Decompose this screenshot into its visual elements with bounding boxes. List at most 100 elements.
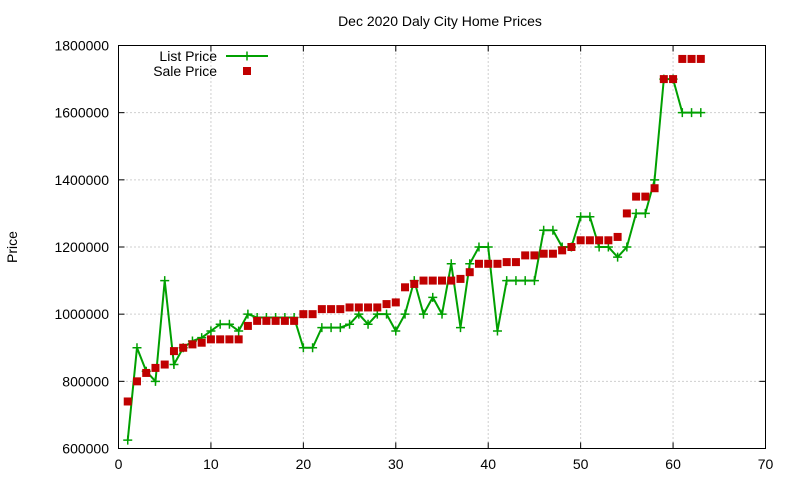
- sale-price-point: [354, 303, 363, 312]
- y-tick-label: 1800000: [54, 38, 109, 54]
- sale-price-point: [438, 276, 446, 285]
- sale-price-point: [585, 236, 594, 245]
- sale-price-point: [160, 360, 169, 369]
- sale-price-point: [502, 258, 511, 267]
- list-price-point: [622, 242, 632, 252]
- list-price-point: [160, 276, 170, 286]
- list-price-point: [492, 326, 502, 336]
- list-price-point: [363, 319, 373, 329]
- list-price-point: [687, 108, 697, 118]
- y-axis-label: Price: [4, 231, 20, 263]
- sale-price-point: [142, 368, 151, 377]
- sale-price-point: [225, 335, 234, 344]
- list-price-point: [455, 323, 465, 333]
- legend-label-list-price: List Price: [159, 48, 217, 64]
- x-tick-label: 30: [388, 456, 404, 472]
- list-price-point: [234, 326, 244, 336]
- list-price-point: [677, 108, 687, 118]
- y-tick-label: 1400000: [54, 172, 109, 188]
- list-price-point: [539, 225, 549, 235]
- sale-price-point: [280, 316, 289, 325]
- list-price-point: [576, 212, 586, 222]
- legend-marker-sale-price: [243, 67, 251, 75]
- list-price-point: [511, 276, 521, 286]
- list-price-point: [132, 343, 142, 353]
- list-price-point: [696, 108, 706, 118]
- list-price-point: [483, 242, 493, 252]
- sale-price-point: [613, 232, 622, 241]
- sale-price-point: [391, 298, 400, 307]
- sale-price-point: [345, 303, 354, 312]
- list-price-point: [224, 319, 234, 329]
- sale-price-point: [622, 209, 631, 218]
- sale-price-point: [539, 249, 548, 258]
- list-price-point: [345, 319, 355, 329]
- list-price-point: [123, 435, 133, 445]
- sale-price-point: [484, 259, 493, 268]
- chart-title: Dec 2020 Daly City Home Prices: [338, 13, 542, 29]
- x-tick-label: 40: [480, 456, 496, 472]
- sale-price-point: [132, 377, 141, 386]
- sale-price-point: [364, 303, 373, 312]
- sale-price-point: [382, 300, 391, 309]
- sale-price-point: [169, 347, 178, 356]
- sale-price-point: [447, 276, 456, 285]
- sale-price-point: [206, 335, 215, 344]
- grid: [118, 45, 766, 449]
- sale-price-point: [530, 251, 539, 260]
- list-price-point: [243, 309, 253, 319]
- sale-price-point: [216, 335, 225, 344]
- list-price-point: [326, 323, 336, 333]
- list-price-point: [502, 276, 512, 286]
- sale-price-point: [548, 249, 557, 258]
- x-tick-label: 20: [296, 456, 312, 472]
- list-price-point: [317, 323, 327, 333]
- sale-price-point: [696, 54, 705, 63]
- list-price-point: [206, 326, 216, 336]
- sale-price-point: [604, 236, 613, 245]
- x-tick-label: 60: [665, 456, 681, 472]
- sale-price-point: [179, 343, 188, 352]
- list-price-point: [150, 376, 160, 386]
- sale-price-point: [410, 279, 419, 288]
- x-tick-label: 0: [115, 456, 123, 472]
- list-price-point: [400, 309, 410, 319]
- list-price-point: [650, 175, 660, 185]
- list-price-point: [298, 343, 308, 353]
- sale-price-point: [308, 310, 317, 319]
- sale-price-point: [595, 236, 604, 245]
- sale-price-point: [317, 305, 326, 314]
- series-layer: [123, 54, 706, 445]
- list-price-point: [585, 212, 595, 222]
- list-price-point: [335, 323, 345, 333]
- axis-ticks: 0 10 20 30 40 50 60 70 600000 800000 1000000 120000…: [54, 38, 773, 473]
- sale-price-point: [650, 184, 659, 193]
- sale-price-point: [465, 268, 474, 277]
- sale-price-point: [419, 276, 428, 285]
- sale-price-point: [327, 305, 336, 314]
- sale-price-point: [576, 236, 585, 245]
- sale-price-point: [474, 259, 483, 268]
- sale-price-point: [197, 338, 206, 347]
- list-price-point: [428, 292, 438, 302]
- sale-price-point: [123, 397, 132, 406]
- sale-price-point: [253, 316, 262, 325]
- sale-price-point: [511, 258, 520, 267]
- sale-price-point: [558, 246, 567, 255]
- sale-price-point: [262, 316, 271, 325]
- series-sale-price: [123, 54, 705, 406]
- sale-price-point: [687, 54, 696, 63]
- list-price-point: [474, 242, 484, 252]
- list-price-point: [419, 309, 429, 319]
- y-tick-label: 1600000: [54, 105, 109, 121]
- sale-price-point: [373, 303, 382, 312]
- legend-label-sale-price: Sale Price: [153, 63, 217, 79]
- y-tick-label: 800000: [62, 373, 109, 389]
- x-tick-label: 50: [573, 456, 589, 472]
- list-price-point: [391, 326, 401, 336]
- sale-price-point: [493, 259, 502, 268]
- sale-price-point: [428, 276, 437, 285]
- list-price-point: [215, 319, 225, 329]
- y-tick-label: 1200000: [54, 239, 109, 255]
